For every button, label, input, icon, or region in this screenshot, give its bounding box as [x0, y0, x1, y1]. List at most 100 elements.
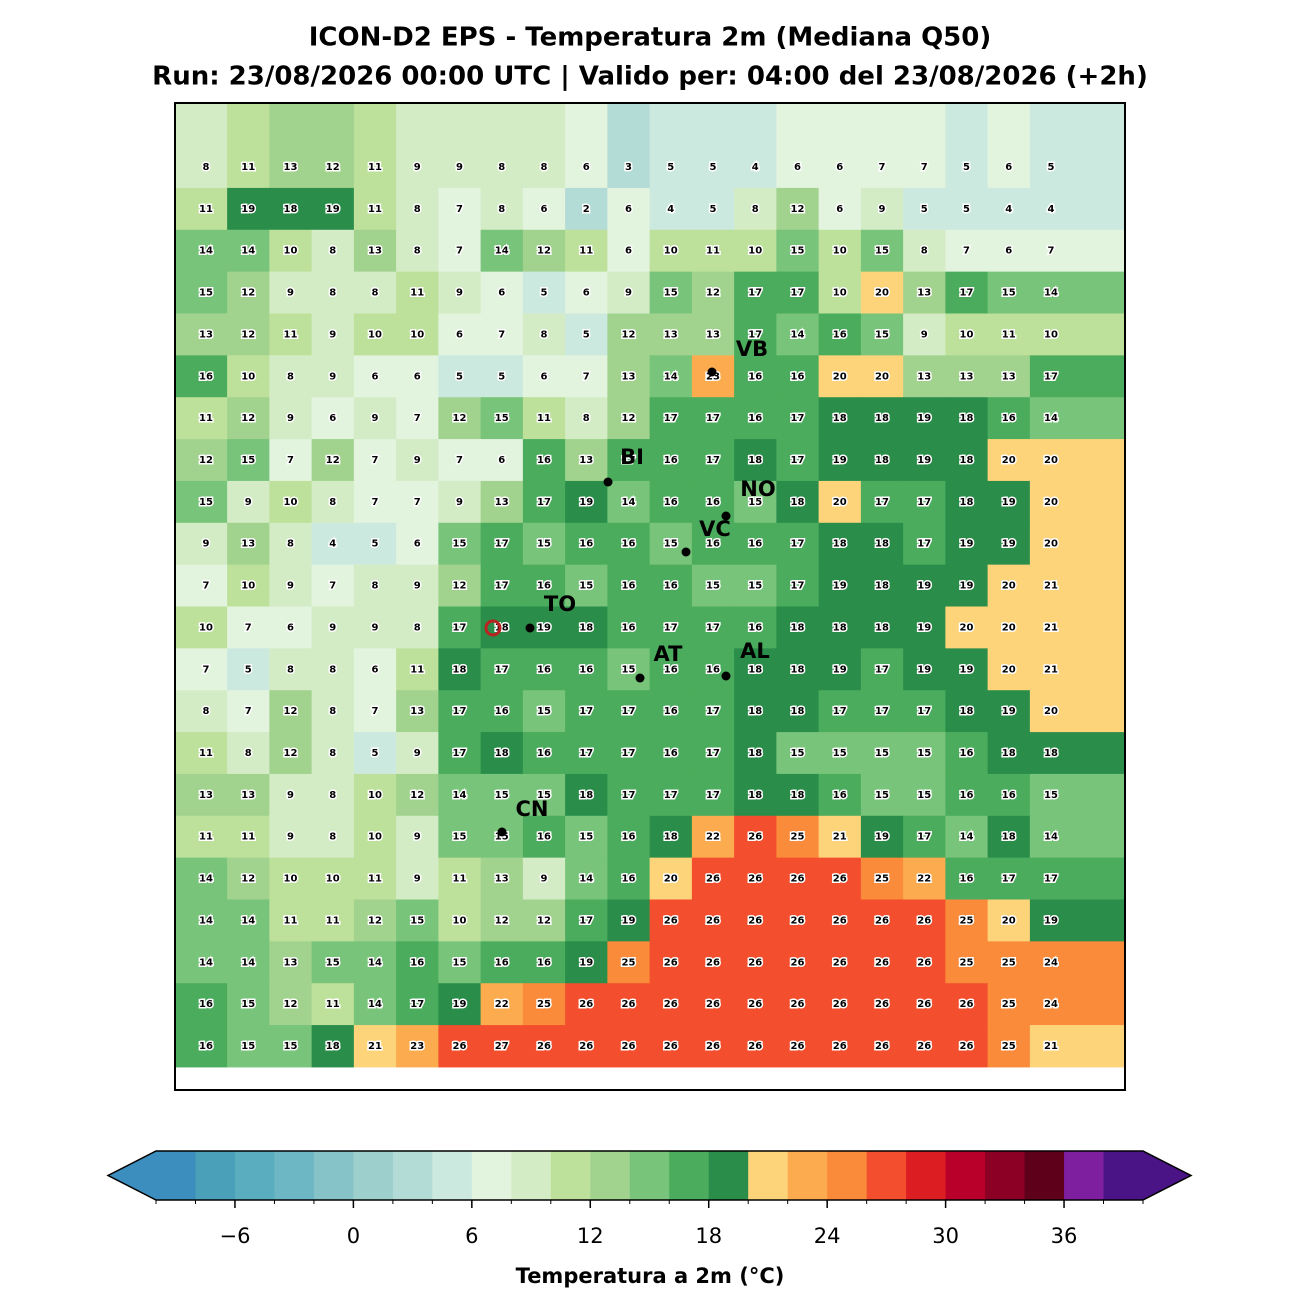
temp-cell — [522, 983, 566, 1026]
temp-cell — [607, 355, 651, 398]
temp-label: 17 — [917, 706, 931, 717]
temp-label: 11 — [410, 288, 424, 299]
temp-cell — [353, 857, 397, 900]
temp-cell — [945, 187, 989, 231]
cities: VB BI NO VC TO AT AL CN — [484, 337, 776, 837]
temp-cell — [776, 355, 820, 398]
temp-cell — [818, 229, 862, 273]
temp-label: 25 — [875, 874, 889, 885]
temp-label: 16 — [748, 539, 762, 550]
temp-label: 17 — [791, 455, 805, 466]
temp-cell — [903, 648, 946, 691]
temp-cell — [987, 773, 1031, 817]
temp-label: 18 — [748, 664, 762, 675]
temp-label: 18 — [960, 413, 974, 424]
colorbar-segment — [945, 1151, 986, 1200]
temp-label: 8 — [287, 539, 294, 550]
temp-cell — [565, 690, 608, 733]
temp-cell — [269, 103, 313, 189]
temp-cell — [734, 899, 777, 942]
temp-label: 15 — [791, 748, 805, 759]
temp-label: 21 — [368, 1041, 382, 1052]
temp-label: 25 — [960, 915, 974, 926]
temp-label: 17 — [833, 706, 847, 717]
city-label: VC — [699, 517, 731, 541]
temp-cell — [227, 313, 270, 356]
temp-label: 15 — [453, 832, 467, 843]
temp-cell — [269, 355, 313, 398]
temp-cell — [311, 397, 355, 440]
temp-cell — [987, 941, 1031, 984]
temp-cell — [734, 983, 777, 1026]
temp-label: 19 — [241, 204, 255, 215]
temp-label: 15 — [199, 288, 213, 299]
temp-cell — [734, 229, 777, 273]
temp-label: 19 — [326, 204, 340, 215]
temp-label: 14 — [199, 957, 213, 968]
temp-label: 13 — [284, 162, 298, 173]
colorbar-segment — [511, 1151, 552, 1200]
temp-label: 7 — [456, 246, 463, 257]
temp-label: 7 — [1048, 246, 1055, 257]
temp-cell — [691, 1025, 735, 1068]
temp-cell — [903, 355, 946, 398]
temp-label: 6 — [836, 162, 843, 173]
temp-label: 22 — [917, 874, 931, 885]
temp-label: 19 — [960, 664, 974, 675]
temp-cell — [903, 983, 946, 1026]
temp-cell — [480, 439, 524, 482]
temp-cell — [1029, 271, 1125, 314]
temp-cell — [903, 899, 946, 942]
temp-label: 16 — [622, 581, 636, 592]
temp-cell — [649, 229, 693, 273]
temp-label: 21 — [833, 832, 847, 843]
temp-label: 5 — [710, 204, 717, 215]
temp-label: 12 — [284, 999, 298, 1010]
temp-label: 16 — [664, 455, 678, 466]
temp-cell — [945, 271, 989, 314]
temp-label: 17 — [1044, 371, 1058, 382]
temp-cell — [607, 564, 651, 607]
temp-cell — [987, 397, 1031, 440]
temp-label: 5 — [710, 162, 717, 173]
temp-cell — [438, 564, 482, 607]
temp-cell — [565, 439, 608, 482]
temp-cell — [607, 1025, 651, 1068]
temp-cell — [396, 480, 439, 524]
temp-cell — [311, 941, 355, 984]
temp-cell — [175, 271, 228, 314]
temp-cell — [691, 899, 735, 942]
temp-label: 8 — [329, 790, 336, 801]
city-label: BI — [620, 445, 644, 469]
colorbar-segment — [906, 1151, 947, 1200]
temp-label: 8 — [752, 204, 759, 215]
temp-label: 13 — [664, 329, 678, 340]
colorbar-tick-label: 18 — [695, 1224, 722, 1248]
temp-label: 6 — [794, 162, 801, 173]
temp-label: 11 — [241, 162, 255, 173]
temp-label: 26 — [706, 999, 720, 1010]
temp-label: 26 — [622, 1041, 636, 1052]
temp-cell — [776, 564, 820, 607]
temp-label: 26 — [960, 999, 974, 1010]
temp-label: 15 — [875, 790, 889, 801]
temp-cell — [945, 983, 989, 1026]
temp-label: 14 — [664, 371, 678, 382]
temp-cell — [649, 271, 693, 314]
temp-label: 26 — [960, 1041, 974, 1052]
temp-cell — [860, 355, 904, 398]
temp-cell — [649, 187, 693, 231]
colorbar-tick-label: 12 — [577, 1224, 604, 1248]
temp-label: 18 — [748, 455, 762, 466]
temp-cell — [227, 941, 270, 984]
temp-label: 5 — [372, 539, 379, 550]
temp-cell — [903, 103, 946, 189]
temp-label: 10 — [748, 246, 762, 257]
temp-cell — [480, 983, 524, 1026]
temp-label: 16 — [664, 664, 678, 675]
temp-label: 26 — [875, 957, 889, 968]
temp-label: 16 — [537, 957, 551, 968]
city-dot — [603, 477, 613, 487]
temp-label: 4 — [329, 539, 336, 550]
temp-cell — [649, 103, 693, 189]
